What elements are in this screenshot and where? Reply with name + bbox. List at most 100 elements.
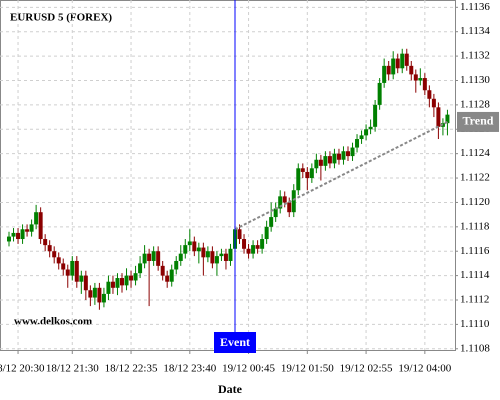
candle-body [291,190,296,213]
x-axis-label: Date [218,382,243,396]
candle-body [201,247,206,258]
y-tick-label: 1.1108 [460,342,490,354]
y-tick-label: 1.1124 [460,147,490,159]
candle-body [174,260,179,270]
x-tick-label: 19/12 04:00 [398,363,451,375]
candle-body [147,253,152,261]
candle-body [101,293,106,303]
candle-body [404,53,409,66]
y-tick-label: 1.1122 [460,172,490,184]
candle-body [205,251,210,258]
candle-body [260,239,265,249]
candle-body [151,251,156,261]
candle-body [350,147,355,157]
candle-body [400,53,405,69]
candle-body [29,224,34,232]
candle-body [445,114,450,124]
candle-body [422,78,427,91]
candle-body [413,74,418,81]
candle-body [391,58,396,75]
plot-frame [0,0,456,351]
candle-body [364,129,369,136]
candle-body [395,58,400,69]
candle-body [418,78,423,81]
candle-body [110,281,115,288]
trend-label: Trend [463,114,494,128]
candle-body [187,241,192,246]
candle-body [309,168,314,179]
candle-body [70,260,75,276]
candle-body [61,263,66,270]
candle-body [336,153,341,160]
candle-body [246,248,251,254]
y-tick-label: 1.1120 [460,196,490,208]
candle-body [300,168,305,172]
candle-body [129,275,134,281]
candle-body [47,245,52,252]
y-tick-label: 1.1130 [460,74,490,86]
candle-body [282,196,287,203]
candle-body [79,275,84,282]
candle-body [106,281,111,294]
y-tick-label: 1.1116 [460,245,490,257]
candle-body [142,253,147,264]
y-tick-label: 1.1128 [460,98,490,110]
candle-body [34,212,39,225]
candle-body [160,265,165,276]
candle-body [436,107,441,127]
candle-body [359,135,364,140]
candle-body [214,256,219,264]
candle-body [327,156,332,164]
candle-body [169,269,174,282]
x-tick-label: 19/12 01:50 [281,363,334,375]
candle-body [115,278,120,288]
candle-body [11,232,16,237]
candle-body [355,139,360,148]
candle-body [20,229,25,240]
candle-body [156,251,161,266]
candle-body [223,253,228,261]
candle-body [427,90,432,99]
candle-body [305,171,310,179]
candle-body [323,156,328,166]
candle-body [346,151,350,157]
x-tick-label: 19/12 02:55 [340,363,393,375]
x-tick-label: 18/12 20:30 [0,363,45,375]
candle-body [318,159,323,166]
candle-body [65,269,70,276]
candle-body [43,239,48,246]
candle-body [219,253,224,257]
candle-body [133,273,138,281]
candle-body [382,65,387,83]
candle-body [74,260,79,282]
candle-body [178,253,183,261]
x-tick-label: 18/12 21:30 [46,363,99,375]
candle-body [386,65,391,75]
event-label-box [214,332,256,353]
candle-body [16,232,21,240]
y-tick-label: 1.1118 [460,220,490,232]
candle-body [251,245,256,254]
watermark: www.delkos.com [14,316,92,328]
candle-body [52,251,57,258]
candle-body [97,287,102,303]
candle-body [373,104,378,127]
candle-body [431,98,436,108]
candle-body [120,278,124,286]
candle-body [264,226,269,240]
y-tick-label: 1.1114 [460,269,490,281]
y-tick-label: 1.1112 [460,294,489,306]
candle-body [210,251,215,264]
chart-title: EURUSD 5 (FOREX) [10,12,112,24]
y-tick-label: 1.1110 [460,318,490,330]
candle-body [92,287,97,298]
candle-body [368,126,373,130]
candle-body [228,248,233,261]
trend-label-box [457,111,499,132]
candle-body [7,236,11,242]
candle-body [341,151,346,160]
candle-body [138,263,143,274]
y-tick-label: 1.1136 [460,1,490,13]
